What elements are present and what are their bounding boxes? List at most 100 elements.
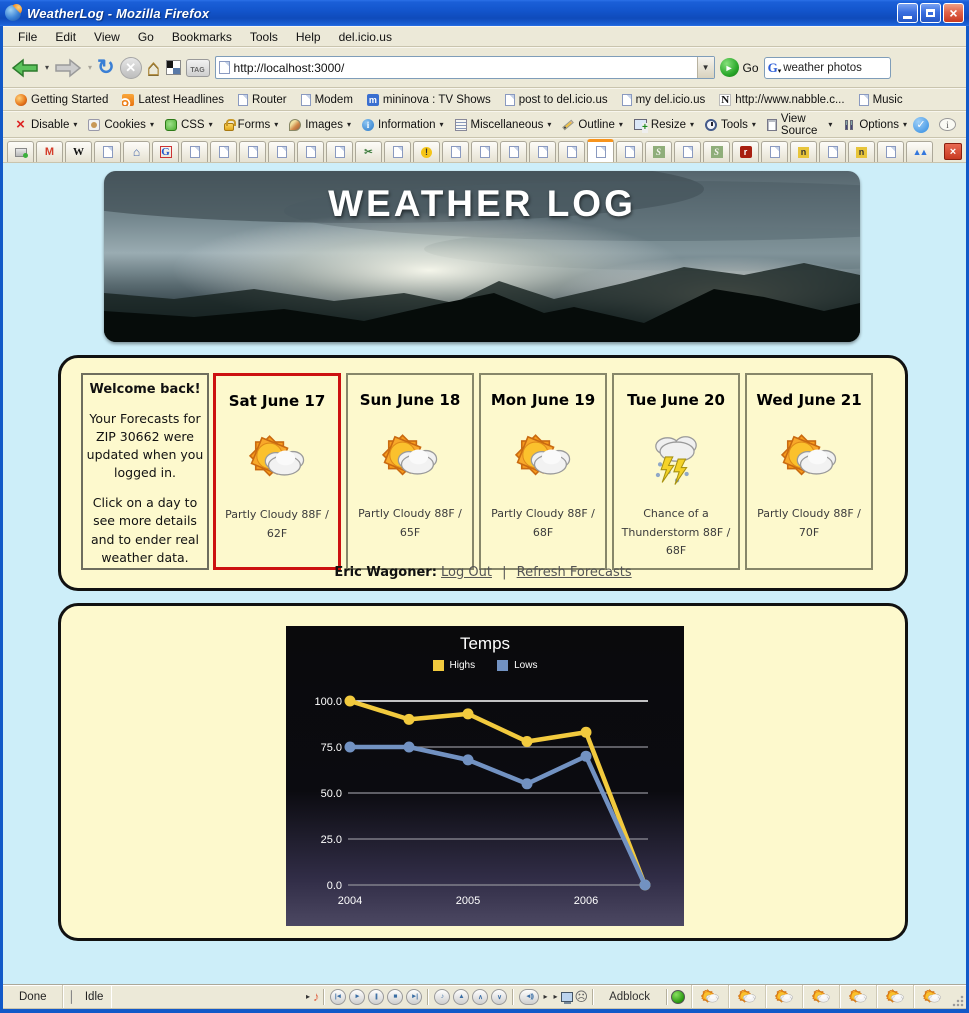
browser-tab[interactable] bbox=[181, 141, 208, 162]
browser-tab[interactable] bbox=[442, 141, 469, 162]
down-button[interactable]: ∨ bbox=[490, 988, 507, 1005]
quadrant-squares-icon[interactable] bbox=[165, 60, 181, 75]
browser-tab[interactable] bbox=[558, 141, 585, 162]
menu-tools[interactable]: Tools bbox=[249, 29, 278, 44]
bookmark-item[interactable]: post to del.icio.us bbox=[499, 93, 614, 107]
home-icon[interactable]: ⌂ bbox=[146, 54, 161, 80]
log-out-link[interactable]: Log Out bbox=[441, 565, 492, 580]
note-button[interactable]: ♪ bbox=[433, 988, 450, 1005]
forecastfox-day[interactable] bbox=[765, 985, 802, 1008]
browser-tab[interactable]: ✂ bbox=[355, 141, 382, 162]
bookmark-item[interactable]: Music bbox=[853, 93, 909, 107]
webdev-menu-item[interactable]: × Disable ▾ bbox=[9, 116, 82, 133]
browser-tab[interactable] bbox=[877, 141, 904, 162]
forecast-day-card[interactable]: Sat June 17 Partly Cloudy 88F / 62F bbox=[213, 373, 341, 570]
browser-tab[interactable] bbox=[94, 141, 121, 162]
reload-icon[interactable]: ↻ bbox=[97, 56, 115, 79]
browser-tab[interactable]: M bbox=[36, 141, 63, 162]
bookmark-item[interactable]: Getting Started bbox=[9, 93, 114, 107]
webdev-menu-item[interactable]: Tools ▾ bbox=[700, 117, 761, 133]
adblock-enabled-icon[interactable] bbox=[671, 989, 685, 1004]
webdev-menu-item[interactable]: Cookies ▾ bbox=[83, 117, 159, 133]
window-titlebar[interactable]: WeatherLog - Mozilla Firefox × bbox=[0, 0, 969, 26]
webdev-menu-item[interactable]: CSS ▾ bbox=[160, 117, 218, 133]
browser-tab[interactable] bbox=[819, 141, 846, 162]
menu-edit[interactable]: Edit bbox=[55, 29, 77, 44]
overflow-arrow-icon[interactable]: ▸ bbox=[543, 992, 548, 1001]
webdev-menu-item[interactable]: Options ▾ bbox=[838, 117, 912, 133]
tag-icon[interactable]: TAG bbox=[185, 58, 210, 77]
search-engine-dropdown-icon[interactable]: ▾ bbox=[777, 67, 782, 75]
webdev-menu-item[interactable]: Resize ▾ bbox=[629, 117, 699, 133]
browser-tab[interactable]: S bbox=[703, 141, 730, 162]
bookmark-item[interactable]: m mininova : TV Shows bbox=[361, 93, 497, 107]
browser-tab[interactable] bbox=[587, 139, 614, 162]
forecast-day-card[interactable]: Wed June 21 Partly Cloudy 88F / 70F bbox=[745, 373, 873, 570]
overflow-arrow-icon[interactable]: ▸ bbox=[553, 992, 558, 1001]
forecastfox-day[interactable] bbox=[913, 985, 950, 1008]
browser-tab[interactable] bbox=[471, 141, 498, 162]
bookmark-item[interactable]: Latest Headlines bbox=[116, 93, 230, 107]
browser-tab[interactable] bbox=[7, 141, 34, 162]
url-input[interactable] bbox=[229, 60, 697, 75]
webdev-menu-item[interactable]: i Information ▾ bbox=[357, 117, 449, 133]
menu-go[interactable]: Go bbox=[137, 29, 154, 44]
volume-icon[interactable]: ◄)) bbox=[518, 988, 539, 1005]
minimize-button[interactable] bbox=[897, 3, 918, 23]
forecast-day-card[interactable]: Mon June 19 Partly Cloudy 88F / 68F bbox=[479, 373, 607, 570]
browser-tab[interactable] bbox=[239, 141, 266, 162]
pause-button[interactable]: || bbox=[367, 988, 384, 1005]
menu-view[interactable]: View bbox=[94, 29, 120, 44]
browser-tab[interactable]: S bbox=[645, 141, 672, 162]
menu-file[interactable]: File bbox=[18, 29, 38, 44]
browser-tab[interactable]: n bbox=[848, 141, 875, 162]
go-button[interactable]: ► Go bbox=[719, 58, 759, 77]
browser-tab[interactable]: W bbox=[65, 141, 92, 162]
network-monitor-icon[interactable] bbox=[560, 991, 573, 1004]
stop-button[interactable]: ■ bbox=[386, 988, 403, 1005]
info-bubble-icon[interactable]: i bbox=[939, 118, 956, 131]
close-tab-button[interactable]: × bbox=[944, 143, 962, 160]
forecastfox-day[interactable] bbox=[802, 985, 839, 1008]
browser-tab[interactable] bbox=[674, 141, 701, 162]
webdev-menu-item[interactable]: View Source ▾ bbox=[762, 111, 837, 139]
up-button[interactable]: ∧ bbox=[471, 988, 488, 1005]
forecastfox-day[interactable] bbox=[691, 985, 728, 1008]
forward-button[interactable] bbox=[54, 56, 82, 80]
refresh-forecasts-link[interactable]: Refresh Forecasts bbox=[516, 565, 632, 580]
webdev-menu-item[interactable]: Miscellaneous ▾ bbox=[450, 117, 557, 133]
play-button[interactable]: ► bbox=[348, 988, 365, 1005]
menu-bookmarks[interactable]: Bookmarks bbox=[171, 29, 232, 44]
previous-button[interactable]: |◄ bbox=[329, 988, 346, 1005]
webdev-menu-item[interactable]: Forms ▾ bbox=[219, 117, 284, 133]
forward-dropdown-icon[interactable]: ▾ bbox=[88, 63, 93, 72]
search-input[interactable] bbox=[783, 61, 887, 74]
webdev-menu-item[interactable]: Outline ▾ bbox=[557, 117, 627, 133]
menu-help[interactable]: Help bbox=[295, 29, 321, 44]
browser-tab[interactable]: ▲▲ bbox=[906, 141, 933, 162]
stop-icon[interactable]: ✕ bbox=[119, 56, 142, 79]
back-dropdown-icon[interactable]: ▾ bbox=[45, 63, 50, 72]
webdev-menu-item[interactable]: Images ▾ bbox=[284, 117, 356, 133]
bookmark-item[interactable]: Modem bbox=[295, 93, 359, 107]
browser-tab[interactable]: ! bbox=[413, 141, 440, 162]
forecast-day-card[interactable]: Sun June 18 Partly Cloudy 88F / 65F bbox=[346, 373, 474, 570]
browser-tab[interactable] bbox=[616, 141, 643, 162]
bookmark-item[interactable]: my del.icio.us bbox=[616, 93, 712, 107]
browser-tab[interactable] bbox=[500, 141, 527, 162]
forecastfox-day[interactable] bbox=[876, 985, 913, 1008]
url-dropdown-icon[interactable]: ▼ bbox=[696, 57, 714, 78]
overflow-arrow-icon[interactable]: ▸ bbox=[305, 992, 310, 1001]
browser-tab[interactable]: n bbox=[790, 141, 817, 162]
maximize-button[interactable] bbox=[920, 3, 941, 23]
browser-tab[interactable] bbox=[384, 141, 411, 162]
sad-face-icon[interactable]: ☹ bbox=[574, 988, 589, 1004]
adblock-status[interactable]: Adblock bbox=[609, 990, 650, 1003]
foxytunes-icon[interactable]: ♪ bbox=[312, 989, 320, 1004]
forecast-day-card[interactable]: Tue June 20 Chance of a Thunderstorm 88F… bbox=[612, 373, 740, 570]
browser-tab[interactable] bbox=[268, 141, 295, 162]
validate-check-icon[interactable]: ✓ bbox=[913, 116, 929, 133]
forecastfox-day[interactable] bbox=[728, 985, 765, 1008]
eject-button[interactable]: ▲ bbox=[452, 988, 469, 1005]
browser-tab[interactable] bbox=[210, 141, 237, 162]
